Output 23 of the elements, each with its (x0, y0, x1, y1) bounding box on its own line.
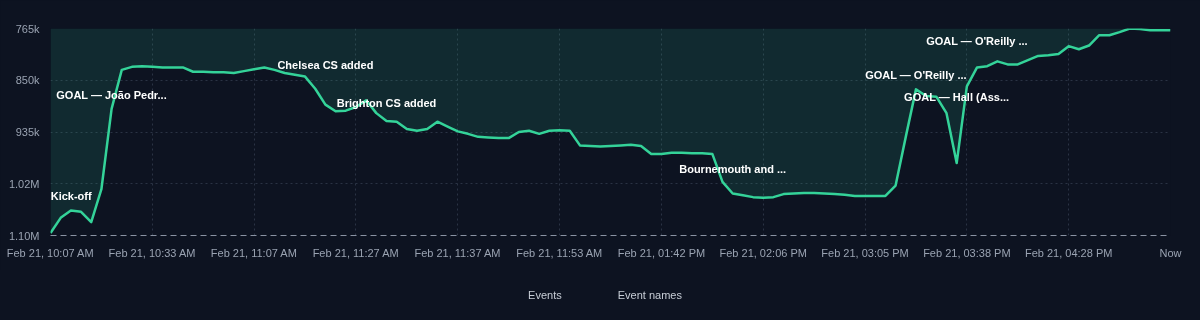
text: Event names (617, 289, 682, 301)
x-tick-label: Feb 21, 10:33 AM (108, 246, 196, 259)
annotation: GOAL — O'Reilly ... (865, 69, 967, 82)
x-tick-label: Feb 21, 11:07 AM (210, 246, 297, 259)
x-tick-label: Feb 21, 03:05 PM (821, 246, 909, 259)
annotation: Kick-off (50, 189, 92, 202)
y-tick-label: 1.02M (8, 177, 40, 190)
text: Events (528, 289, 562, 301)
x-tick-label: Feb 21, 01:42 PM (617, 246, 706, 259)
x-tick-label: Feb 21, 11:27 AM (312, 246, 399, 259)
x-tick-label: Feb 21, 03:38 PM (923, 246, 1011, 259)
y-tick-label: 765k (15, 22, 40, 35)
x-tick-label: Feb 21, 04:28 PM (1024, 246, 1113, 259)
x-tick-label: Feb 21, 02:06 PM (719, 246, 807, 259)
x-tick-label: Feb 21, 10:07 AM (6, 246, 94, 259)
y-tick-label: 935k (15, 126, 40, 138)
x-tick-label: Now (1159, 246, 1182, 259)
y-tick-label: 850k (15, 74, 40, 87)
x-tick-label: Feb 21, 11:53 AM (516, 246, 603, 259)
annotation: GOAL — O'Reilly ... (926, 35, 1028, 48)
y-tick-label: 1.10M (8, 229, 40, 242)
annotation: Chelsea CS added (277, 58, 374, 71)
x-tick-label: Feb 21, 11:37 AM (414, 246, 501, 259)
